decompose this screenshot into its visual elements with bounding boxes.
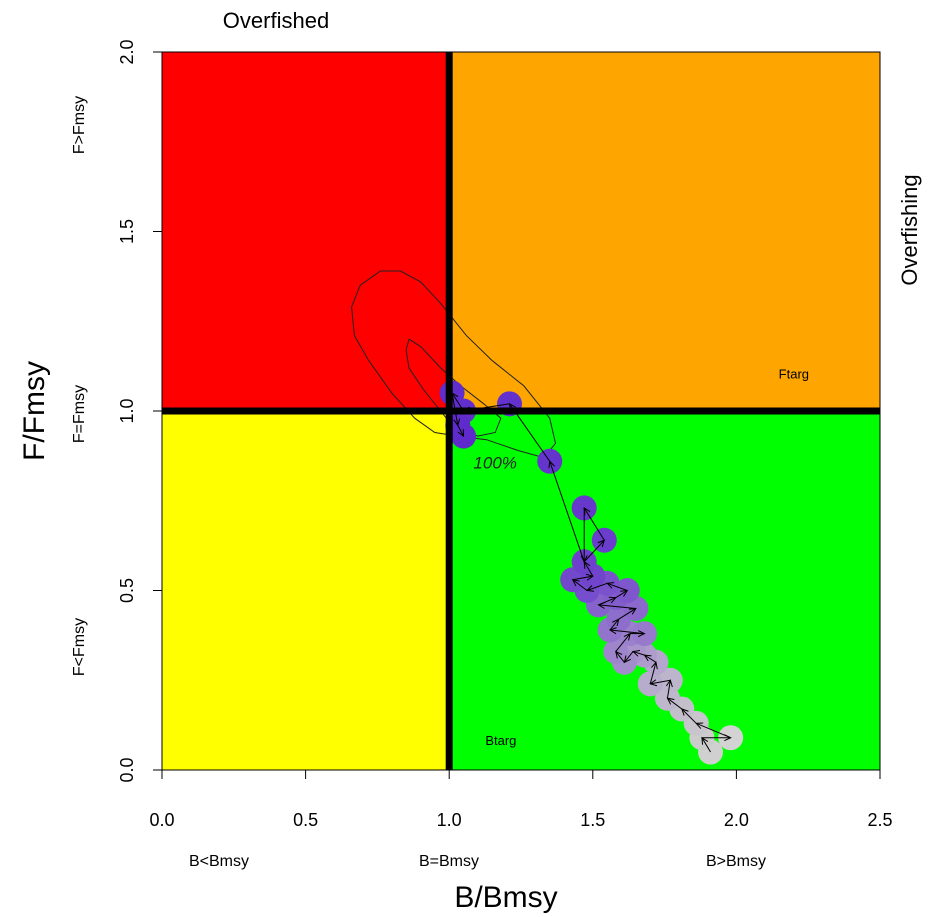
axes: 0.0 0.5 1.0 1.5 2.0 2.5 0.0 0.5 1.0 1.5 2.0 bbox=[117, 39, 893, 830]
x-category-b-greater: B>Bmsy bbox=[706, 853, 766, 870]
y-category-f-equal: F=Fmsy bbox=[71, 385, 88, 443]
trajectory-segment-8 bbox=[649, 662, 657, 684]
annotation-ftarg: Ftarg bbox=[779, 367, 809, 382]
trajectory-segment-13 bbox=[615, 633, 631, 652]
trajectory-segment-22 bbox=[586, 582, 608, 591]
x-tick-label-1: 0.5 bbox=[293, 810, 318, 830]
contour-lines bbox=[351, 270, 557, 459]
trajectory-segment-26 bbox=[583, 539, 605, 563]
right-label-overfishing: Overfishing bbox=[897, 174, 922, 285]
y-category-f-greater: F>Fmsy bbox=[71, 96, 88, 154]
y-tick-label-1: 0.5 bbox=[117, 578, 137, 603]
trajectory-segment-20 bbox=[615, 590, 628, 599]
y-tick-label-3: 1.5 bbox=[117, 219, 137, 244]
x-tick-label-2: 1.0 bbox=[437, 810, 462, 830]
trajectory-segment-24 bbox=[572, 575, 593, 581]
x-tick-label-3: 1.5 bbox=[580, 810, 605, 830]
trajectory-segment-5 bbox=[667, 697, 683, 710]
trajectory-segment-6 bbox=[666, 680, 671, 699]
x-tick-label-5: 2.5 bbox=[867, 810, 892, 830]
trajectory-segment-23 bbox=[572, 579, 588, 591]
trajectory-segment-7 bbox=[650, 679, 671, 685]
trajectory-segment-9 bbox=[644, 654, 657, 663]
trajectory-segment-12 bbox=[615, 651, 625, 663]
y-tick-label-4: 2.0 bbox=[117, 39, 137, 64]
trajectory-segment-34 bbox=[457, 425, 465, 437]
trajectory-arrow-34 bbox=[457, 429, 465, 438]
trajectory-segment-16 bbox=[609, 618, 620, 631]
trajectory-segment-10 bbox=[632, 651, 645, 656]
trajectory-segment-17 bbox=[618, 608, 637, 620]
x-category-b-less: B<Bmsy bbox=[189, 853, 249, 870]
contour-line-2 bbox=[405, 338, 502, 437]
y-tick-label-0: 0.0 bbox=[117, 757, 137, 782]
annotation-btarg: Btarg bbox=[485, 733, 516, 748]
quadrant-not-overfished-overfishing bbox=[449, 52, 880, 411]
top-label-overfished: Overfished bbox=[223, 8, 329, 33]
trajectory-segment-29 bbox=[549, 461, 585, 562]
quadrants bbox=[162, 52, 880, 770]
y-tick-label-2: 1.0 bbox=[117, 398, 137, 423]
annotation-contour-100: 100% bbox=[473, 453, 516, 472]
trajectory-segment-1 bbox=[701, 737, 711, 753]
reference-lines bbox=[162, 52, 880, 770]
trajectory-segment-21 bbox=[606, 582, 628, 591]
trajectory bbox=[451, 392, 732, 753]
trajectory-segment-3 bbox=[695, 722, 731, 739]
trajectory-segment-11 bbox=[624, 651, 634, 663]
trajectory-segment-18 bbox=[598, 604, 636, 609]
trajectory-segment-27 bbox=[583, 507, 605, 541]
contour-line-1 bbox=[351, 270, 557, 459]
y-category-f-less: F<Fmsy bbox=[71, 618, 88, 676]
data-points bbox=[439, 380, 744, 765]
x-tick-label-0: 0.0 bbox=[149, 810, 174, 830]
trajectory-segment-25 bbox=[583, 561, 594, 577]
x-tick-label-4: 2.0 bbox=[724, 810, 749, 830]
x-category-b-equal: B=Bmsy bbox=[419, 853, 479, 870]
trajectory-segment-15 bbox=[609, 629, 645, 635]
quadrant-overfished-not-overfishing bbox=[162, 411, 450, 770]
trajectory-segment-4 bbox=[681, 708, 697, 724]
quadrant-overfished-overfishing bbox=[162, 52, 450, 411]
trajectory-segment-19 bbox=[598, 597, 616, 606]
x-axis-label: B/Bmsy bbox=[454, 881, 557, 914]
y-axis-label: F/Fmsy bbox=[18, 361, 51, 461]
